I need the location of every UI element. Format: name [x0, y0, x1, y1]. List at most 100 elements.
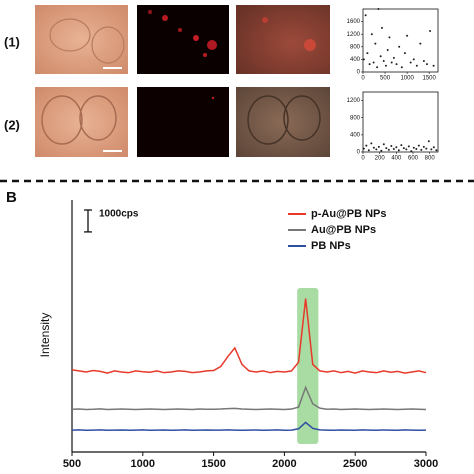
y-tick-label: 1200 [347, 98, 361, 104]
data-point [432, 146, 435, 149]
y-tick-label: 0 [357, 70, 361, 76]
y-tick-label: 400 [350, 132, 361, 138]
data-point [400, 144, 403, 147]
x-tick-label: 500 [380, 76, 391, 82]
data-point [435, 149, 438, 152]
data-point [374, 42, 377, 45]
x-tick-label: 0 [361, 156, 365, 162]
merged-image [236, 87, 330, 157]
data-point [395, 63, 398, 66]
data-point [400, 66, 403, 69]
y-axis-label: Intensity [38, 313, 52, 358]
y-tick-label: 800 [350, 44, 361, 50]
data-point [377, 145, 380, 148]
data-point [364, 14, 367, 17]
data-point [380, 149, 383, 152]
data-point [392, 148, 395, 150]
data-point [372, 61, 375, 64]
data-point [417, 144, 420, 147]
data-point [387, 148, 390, 151]
data-point [377, 8, 380, 10]
data-point [412, 58, 415, 61]
data-point [385, 147, 388, 150]
data-point [425, 147, 428, 150]
plot-frame [362, 91, 439, 153]
data-point [370, 142, 373, 145]
data-point [398, 45, 401, 48]
data-point [390, 61, 393, 64]
x-tick-label: 0 [361, 76, 365, 82]
data-point [427, 140, 430, 143]
x-tick-label: 3000 [414, 458, 438, 470]
data-point [422, 59, 425, 62]
data-point [406, 34, 409, 37]
x-tick-label: 1000 [131, 458, 155, 470]
legend-label: PB NPs [311, 240, 351, 252]
data-point [412, 146, 415, 149]
data-point [376, 66, 379, 69]
legend-label: Au@PB NPs [311, 224, 376, 236]
data-point [419, 42, 422, 45]
x-tick-label: 2500 [343, 458, 367, 470]
data-point [409, 61, 412, 64]
data-point [367, 149, 370, 152]
merged-image [236, 5, 330, 74]
scale-bar-label: 1000cps [99, 209, 139, 220]
plot-frame [362, 8, 439, 73]
data-point [382, 143, 385, 146]
data-point [407, 145, 410, 148]
data-point [392, 56, 395, 59]
y-tick-label: 1600 [347, 19, 361, 25]
data-point [425, 63, 428, 66]
data-point [415, 64, 418, 67]
data-point [365, 144, 368, 147]
data-point [402, 147, 405, 150]
data-point [362, 58, 365, 61]
spectrum-line [71, 298, 427, 374]
data-point [362, 147, 365, 150]
fluorescence-image [137, 87, 229, 157]
data-point [420, 148, 423, 151]
x-tick-label: 600 [408, 156, 419, 162]
y-tick-label: 1200 [347, 32, 361, 38]
data-point [380, 26, 383, 29]
row-label: (1) [4, 34, 20, 49]
data-point [397, 149, 400, 152]
data-point [405, 148, 408, 151]
micrographs [35, 5, 330, 157]
fluorescence-image [137, 5, 229, 74]
data-point [370, 33, 373, 36]
data-point [415, 148, 418, 150]
data-point [379, 55, 382, 58]
data-point [372, 146, 375, 149]
data-point [375, 148, 378, 151]
data-point [410, 150, 413, 153]
y-tick-label: 800 [350, 115, 361, 121]
row-label: (2) [4, 117, 20, 132]
x-tick-label: 200 [375, 156, 386, 162]
x-tick-label: 1500 [422, 76, 436, 82]
x-tick-label: 2000 [272, 458, 296, 470]
brightfield-image [35, 5, 128, 74]
panel-label: B [6, 189, 17, 206]
x-tick-label: 800 [425, 156, 436, 162]
x-tick-label: 1500 [201, 458, 225, 470]
data-point [395, 146, 398, 149]
spectrum-line [71, 421, 427, 432]
data-point [390, 145, 393, 147]
x-tick-label: 400 [391, 156, 402, 162]
data-point [388, 36, 391, 39]
data-point [429, 30, 432, 33]
legend-label: p-Au@PB NPs [311, 208, 387, 220]
y-tick-label: 400 [350, 57, 361, 63]
data-point [382, 59, 385, 62]
data-point [366, 52, 369, 55]
data-point [430, 148, 433, 151]
y-tick-label: 0 [357, 150, 361, 156]
data-point [368, 63, 371, 66]
data-point [422, 145, 425, 148]
x-tick-label: 500 [63, 458, 81, 470]
spectrum-line [71, 385, 427, 411]
